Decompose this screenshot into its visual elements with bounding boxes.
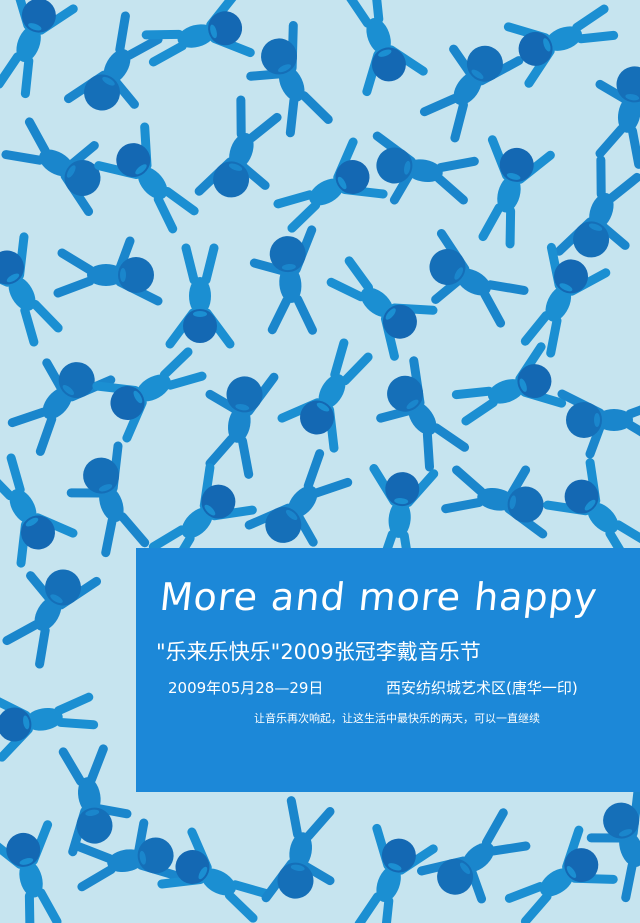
event-date: 2009年05月28—29日: [168, 679, 324, 697]
headline: More and more happy: [157, 575, 600, 619]
slogan: 让音乐再次响起，让这生活中最快乐的两天，可以一直继续: [254, 712, 540, 725]
event-venue: 西安纺织城艺术区(唐华一印): [386, 679, 578, 697]
info-panel: More and more happy "乐来乐快乐"2009张冠李戴音乐节 2…: [136, 548, 640, 792]
festival-title: "乐来乐快乐"2009张冠李戴音乐节: [156, 640, 481, 664]
